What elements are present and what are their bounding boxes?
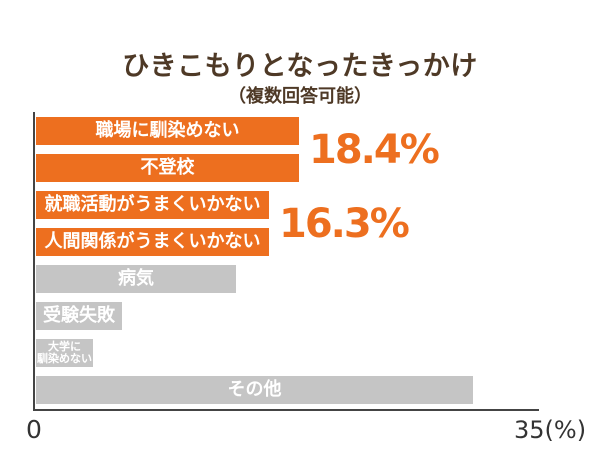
bar-row-0: 職場に馴染めない	[36, 117, 299, 145]
bar-row-1: 不登校	[36, 154, 299, 182]
bar-label-0: 職場に馴染めない	[95, 119, 240, 141]
bar-row-5: 受験失敗	[36, 302, 122, 330]
x-axis-line	[33, 409, 539, 411]
value-label-0: 18.4%	[309, 126, 440, 173]
value-label-1: 16.3%	[279, 200, 410, 247]
bar-row-4: 病気	[36, 265, 236, 293]
bar-label-7: その他	[227, 378, 282, 400]
bar-label-2: 就職活動がうまくいかない	[44, 193, 261, 215]
chart-subtitle: （複数回答可能）	[228, 86, 372, 107]
bar-row-6: 大学に 馴染めない	[36, 339, 93, 367]
bar-row-3: 人間関係がうまくいかない	[36, 228, 269, 256]
bar-label-4: 病気	[118, 267, 154, 289]
x-tick-zero: 0	[26, 415, 42, 444]
y-axis-line	[33, 112, 35, 411]
bar-label-5: 受験失敗	[43, 304, 115, 326]
bar-row-7: その他	[36, 376, 473, 404]
x-tick-max: 35(%)	[514, 416, 587, 444]
bar-row-2: 就職活動がうまくいかない	[36, 191, 269, 219]
chart-title: ひきこもりとなったきっかけ	[122, 51, 478, 82]
bar-label-3: 人間関係がうまくいかない	[44, 230, 261, 252]
bar-label-6: 大学に 馴染めない	[37, 340, 92, 365]
bar-label-1: 不登校	[140, 156, 195, 178]
